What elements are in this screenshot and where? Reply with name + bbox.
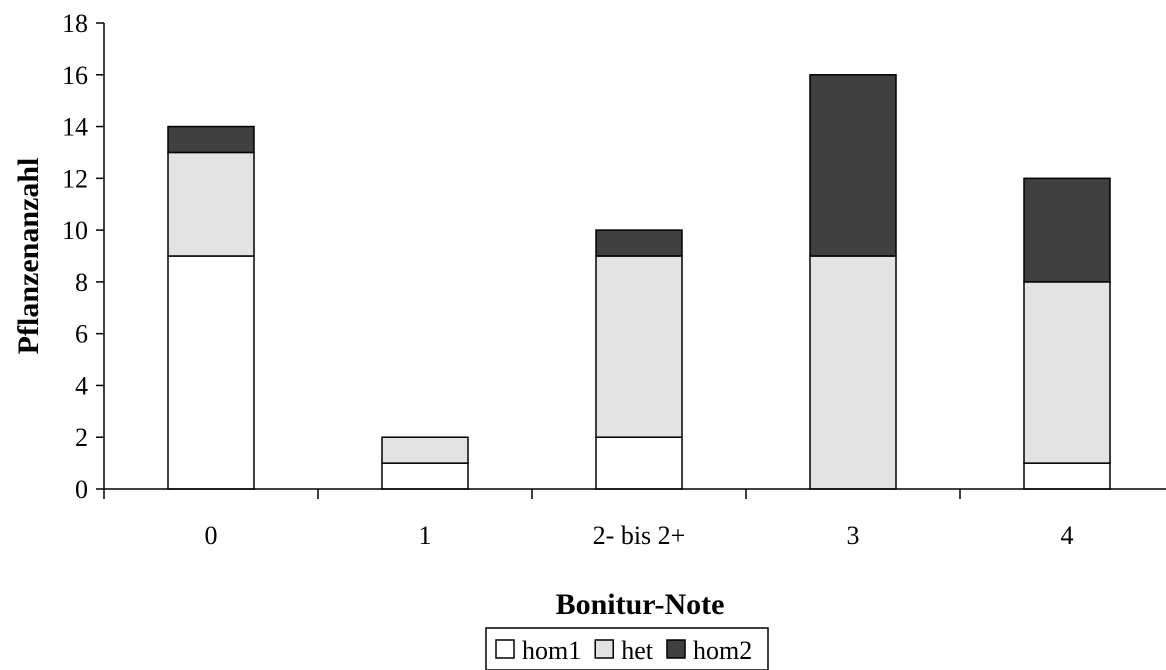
y-tick-label: 4 <box>75 371 88 400</box>
legend-label-hom1: hom1 <box>522 636 581 665</box>
bar-segment-het <box>809 255 897 490</box>
legend-swatch-hom1 <box>495 639 515 659</box>
y-tick-label: 8 <box>75 268 88 297</box>
y-tick-label: 2 <box>75 423 88 452</box>
y-tick-label: 16 <box>62 61 88 90</box>
bars-group <box>167 74 1111 490</box>
legend-swatch-het <box>594 639 614 659</box>
bar-segment-hom2 <box>167 125 255 154</box>
bar-segment-hom1 <box>381 462 469 490</box>
legend-swatch-hom2 <box>666 639 686 659</box>
x-tick-label: 3 <box>847 521 860 550</box>
legend: hom1 het hom2 <box>485 627 769 670</box>
x-tick-label: 0 <box>205 521 218 550</box>
bar-segment-hom2 <box>809 74 897 257</box>
legend-label-hom2: hom2 <box>693 636 752 665</box>
bar-segment-het <box>381 436 469 464</box>
bar-segment-het <box>167 151 255 257</box>
legend-label-het: het <box>621 636 654 665</box>
bar-segment-hom1 <box>1023 462 1111 490</box>
y-ticks-group: 0 2 4 6 8 10 12 14 16 18 <box>62 9 104 504</box>
x-tick-label: 2- bis 2+ <box>593 521 686 550</box>
bar-segment-het <box>1023 281 1111 464</box>
y-tick-label: 0 <box>75 475 88 504</box>
bar-segment-het <box>595 255 683 438</box>
bar-segment-hom1 <box>595 436 683 490</box>
bar-segment-hom1 <box>167 255 255 490</box>
y-tick-label: 14 <box>62 113 88 142</box>
x-axis-title: Bonitur-Note <box>556 588 725 621</box>
x-tick-label: 4 <box>1061 521 1074 550</box>
legend-frame <box>485 627 769 670</box>
y-tick-label: 12 <box>62 164 88 193</box>
bar-segment-hom2 <box>595 229 683 257</box>
axes-group <box>103 23 1166 490</box>
y-tick-label: 18 <box>62 9 88 38</box>
y-axis-title: Pflanzenanzahl <box>12 158 45 355</box>
x-ticks-group: 0 1 2- bis 2+ 3 4 <box>103 489 1074 550</box>
bar-segment-hom2 <box>1023 177 1111 283</box>
x-tick-label: 1 <box>419 521 432 550</box>
y-tick-label: 10 <box>62 216 88 245</box>
y-tick-label: 6 <box>75 320 88 349</box>
